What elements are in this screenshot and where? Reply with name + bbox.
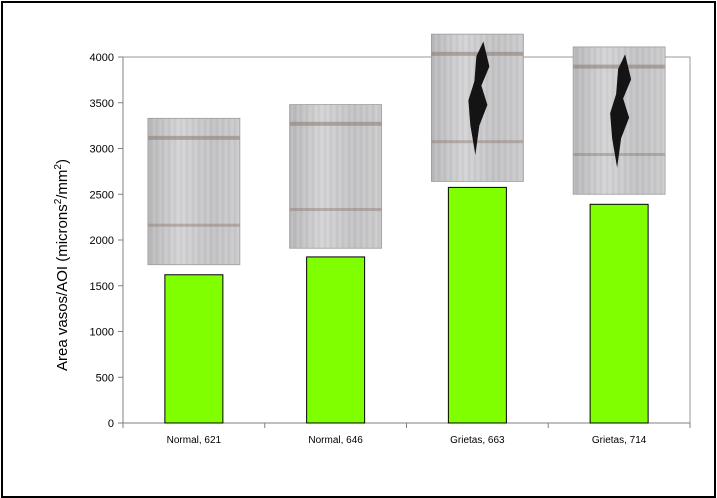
crack-shape xyxy=(468,41,490,155)
photo-band xyxy=(289,121,382,126)
photo-border xyxy=(289,104,383,249)
y-tick-label: 0 xyxy=(108,418,114,430)
y-axis-label: Area vasos/AOI (microns2/mm2) xyxy=(53,159,71,371)
y-tick-label: 1500 xyxy=(90,281,114,293)
photo-border xyxy=(430,33,524,182)
y-tick-label: 2500 xyxy=(90,189,114,201)
y-axis-label-mid: /mm xyxy=(54,170,71,199)
x-category-label: Normal, 646 xyxy=(308,435,363,446)
x-category-label: Grietas, 714 xyxy=(592,435,647,446)
photo-inset-smooth-wood-sample xyxy=(147,117,241,266)
photo-band xyxy=(289,208,382,212)
photo-inset-cracked-wood-sample xyxy=(430,33,524,182)
photo-insets xyxy=(147,33,666,266)
photo-band xyxy=(573,153,666,157)
y-tick-label: 3000 xyxy=(90,144,114,156)
bar xyxy=(164,274,224,424)
y-axis-label-prefix: Area vasos/AOI (microns xyxy=(54,204,71,371)
photo-band xyxy=(147,223,240,227)
y-axis-label-suffix: ) xyxy=(54,159,71,164)
y-tick-label: 500 xyxy=(96,372,114,384)
y-tick-label: 4000 xyxy=(90,52,114,64)
bars xyxy=(164,186,649,424)
category-labels: Normal, 621 Normal, 646 Grietas, 663 Grieta… xyxy=(167,435,647,446)
x-category-label: Normal, 621 xyxy=(167,435,222,446)
photo-border xyxy=(572,46,666,195)
photo-grain xyxy=(289,104,382,249)
bar xyxy=(447,186,507,424)
photo-band xyxy=(573,64,666,69)
photo-grain xyxy=(147,118,240,265)
photo-inset-smooth-wood-sample xyxy=(289,104,383,249)
y-axis-label-sup-2: 2 xyxy=(53,164,64,170)
y-tick-label: 1000 xyxy=(90,327,114,339)
y-axis-label-sup-1: 2 xyxy=(53,198,64,204)
bar xyxy=(306,256,366,424)
photo-band xyxy=(431,51,524,56)
photo-inset-cracked-wood-sample xyxy=(572,46,666,195)
bar xyxy=(589,203,649,424)
photo-band xyxy=(147,135,240,140)
x-category-label: Grietas, 663 xyxy=(450,435,505,446)
y-tick-label: 3500 xyxy=(90,98,114,110)
y-tick-label: 2000 xyxy=(90,235,114,247)
y-ticks: 0 500 1000 1500 2000 2500 3000 3500 4000 xyxy=(90,52,691,430)
photo-border xyxy=(147,117,241,266)
photo-band xyxy=(431,140,524,144)
crack-shape xyxy=(610,54,632,168)
